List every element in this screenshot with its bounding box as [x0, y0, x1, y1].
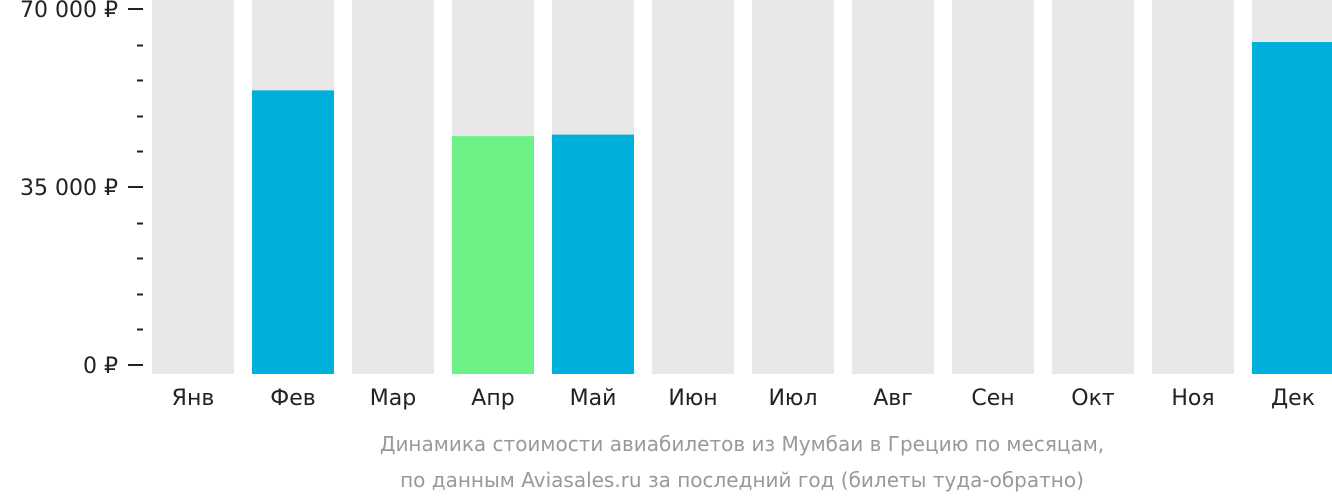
background-column-6 [652, 0, 734, 374]
background-column-8 [852, 0, 934, 374]
caption-line-2: по данным Aviasales.ru за последний год … [400, 468, 1084, 492]
background-column-1 [152, 0, 234, 374]
y-tick-label: 70 000 ₽ [20, 0, 118, 23]
x-tick-label: Мар [370, 386, 416, 411]
x-tick-label: Янв [172, 386, 215, 411]
x-tick-label: Июн [668, 386, 717, 411]
background-column-11 [1152, 0, 1234, 374]
bar-2[interactable] [252, 90, 334, 374]
x-tick-label: Авг [873, 386, 913, 411]
y-axis: 0 ₽ 35 000 ₽ 70 000 ₽ [20, 0, 143, 379]
x-axis: Янв Фев Мар Апр Май Июн Июл Авг Сен Окт Ноя Дек [172, 386, 1315, 411]
caption-line-1: Динамика стоимости авиабилетов из Мумбаи… [380, 432, 1104, 456]
x-tick-label: Июл [768, 386, 817, 411]
background-column-10 [1052, 0, 1134, 374]
bar-5[interactable] [552, 134, 634, 374]
x-tick-label: Сен [971, 386, 1014, 411]
x-tick-label: Дек [1271, 386, 1315, 411]
y-tick-label: 35 000 ₽ [20, 176, 118, 201]
x-tick-label: Апр [471, 386, 514, 411]
background-column-9 [952, 0, 1034, 374]
x-tick-label: Май [570, 386, 617, 411]
x-tick-label: Фев [270, 386, 315, 411]
background-column-3 [352, 0, 434, 374]
bar-12[interactable] [1252, 42, 1332, 375]
x-tick-label: Ноя [1171, 386, 1214, 411]
x-tick-label: Окт [1071, 386, 1115, 411]
y-tick-label: 0 ₽ [83, 354, 118, 379]
data-bars [252, 42, 1332, 375]
background-column-7 [752, 0, 834, 374]
bar-4[interactable] [452, 136, 534, 374]
